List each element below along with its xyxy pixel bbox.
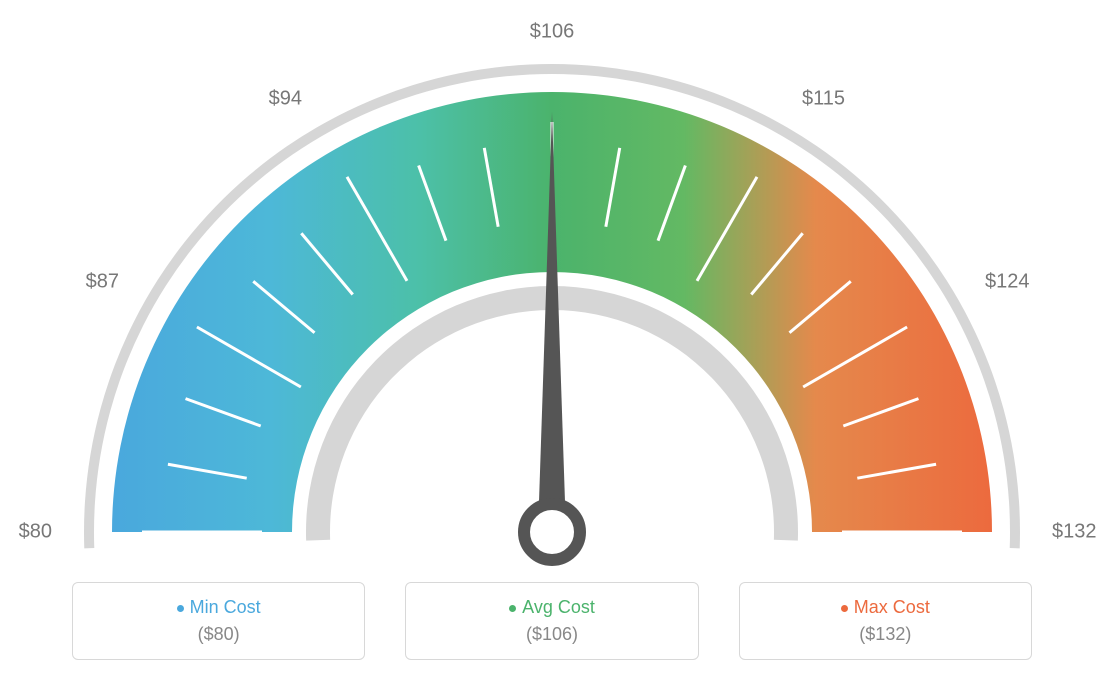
- legend-card-min: Min Cost ($80): [72, 582, 365, 660]
- legend-card-max: Max Cost ($132): [739, 582, 1032, 660]
- legend-value-max: ($132): [740, 624, 1031, 645]
- gauge-tick-label: $94: [269, 87, 302, 109]
- legend-card-avg: Avg Cost ($106): [405, 582, 698, 660]
- gauge-tick-label: $106: [530, 20, 575, 42]
- legend-label-min: Min Cost: [190, 597, 261, 617]
- gauge-tick-label: $132: [1052, 520, 1097, 542]
- legend-value-avg: ($106): [406, 624, 697, 645]
- legend-value-min: ($80): [73, 624, 364, 645]
- legend-label-avg: Avg Cost: [522, 597, 595, 617]
- gauge-container: $80 $87 $94 $106 $115 $124 $132: [0, 10, 1104, 570]
- legend-title-min: Min Cost: [73, 597, 364, 618]
- dot-max: [841, 605, 848, 612]
- gauge-chart: $80 $87 $94 $106 $115 $124 $132: [0, 10, 1104, 570]
- legend-title-avg: Avg Cost: [406, 597, 697, 618]
- dot-min: [177, 605, 184, 612]
- gauge-tick-label: $80: [19, 520, 52, 542]
- legend-label-max: Max Cost: [854, 597, 930, 617]
- gauge-tick-label: $124: [985, 270, 1030, 292]
- legend-title-max: Max Cost: [740, 597, 1031, 618]
- dot-avg: [509, 605, 516, 612]
- gauge-tick-label: $87: [86, 270, 119, 292]
- gauge-tick-label: $115: [802, 87, 845, 109]
- legend-row: Min Cost ($80) Avg Cost ($106) Max Cost …: [72, 582, 1032, 660]
